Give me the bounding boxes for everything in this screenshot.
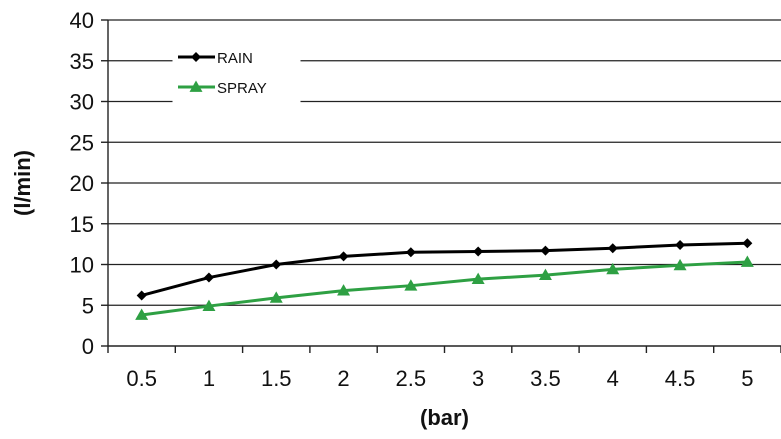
data-point (673, 258, 687, 271)
series-rain (136, 238, 753, 301)
data-point (271, 259, 282, 270)
y-tick-label: 25 (70, 130, 94, 155)
legend-label: SPRAY (217, 80, 267, 97)
data-point (606, 262, 620, 275)
y-tick-label: 10 (70, 253, 94, 278)
legend-label: RAIN (217, 50, 253, 67)
data-point (404, 279, 418, 291)
data-point (540, 245, 551, 256)
y-tick-label: 0 (82, 334, 94, 359)
data-point (538, 268, 552, 280)
y-tick-label: 35 (70, 49, 94, 74)
data-point (135, 308, 149, 320)
legend-box (172, 39, 301, 105)
legend-swatch-marker (191, 52, 201, 62)
data-point (269, 291, 283, 303)
data-point (742, 238, 753, 249)
axes: 0 5 10 15 20 25 30 35 40 0.5 1 1.5 2 2.5 3 3.5 4 4.5 5 (70, 8, 781, 391)
data-point (471, 272, 485, 285)
y-tick-label: 20 (70, 171, 94, 196)
y-axis-title: (l/min) (10, 150, 35, 216)
legend: RAIN SPRAY (172, 39, 301, 105)
x-axis-title: (bar) (420, 405, 469, 430)
data-point (136, 290, 147, 301)
x-tick-label: 0.5 (126, 366, 157, 391)
x-tick-label: 4.5 (665, 366, 696, 391)
series (135, 238, 754, 320)
legend-item-rain: RAIN (178, 50, 253, 67)
data-point (740, 255, 754, 267)
series-line (141, 241, 748, 297)
legend-item-spray: SPRAY (178, 80, 267, 97)
x-tick-label: 1.5 (261, 366, 292, 391)
data-point (337, 284, 351, 296)
x-tick-label: 4 (607, 366, 619, 391)
y-tick-label: 30 (70, 90, 94, 115)
y-tick-label: 15 (70, 212, 94, 237)
data-point (338, 251, 349, 262)
x-tick-label: 5 (741, 366, 753, 391)
x-tick-label: 3.5 (530, 366, 561, 391)
data-point (203, 272, 214, 283)
x-tick-label: 1 (203, 366, 215, 391)
series-spray (135, 255, 754, 320)
x-tick-label: 2 (337, 366, 349, 391)
series-line (141, 260, 748, 317)
legend-swatch-marker (189, 80, 203, 92)
data-point (473, 246, 484, 257)
data-point (405, 247, 416, 258)
y-tick-label: 40 (70, 8, 94, 33)
x-tick-label: 3 (472, 366, 484, 391)
data-point (675, 239, 686, 250)
data-point (607, 243, 618, 254)
y-tick-label: 5 (82, 293, 94, 318)
data-point (202, 299, 216, 311)
x-tick-label: 2.5 (396, 366, 427, 391)
